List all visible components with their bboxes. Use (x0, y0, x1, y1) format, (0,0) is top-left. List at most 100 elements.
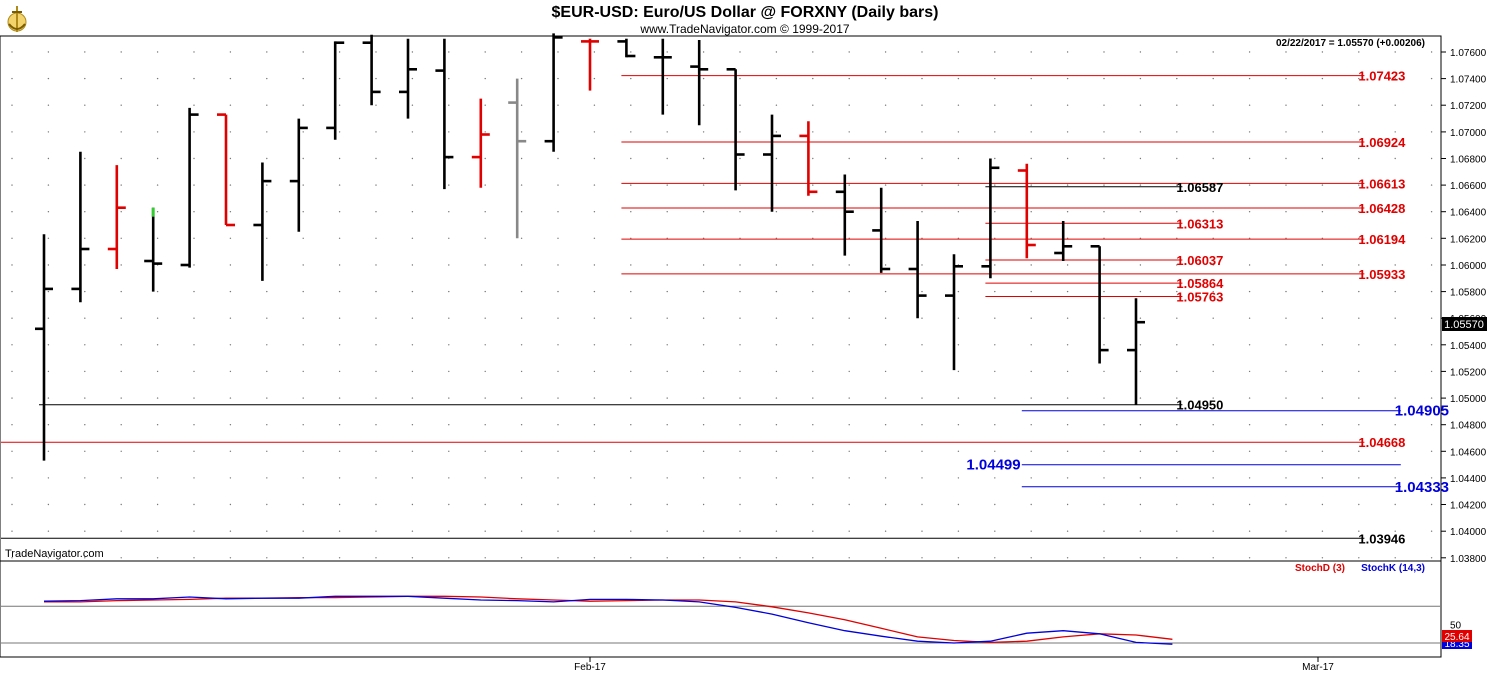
grid-dot (520, 503, 523, 506)
grid-dot (1212, 184, 1214, 186)
grid-dot (848, 290, 850, 293)
grid-dot (338, 290, 341, 293)
level-label: 1.06613 (1358, 176, 1405, 191)
grid-dot (812, 184, 814, 186)
grid-dot (1285, 51, 1287, 53)
grid-dot (1176, 450, 1178, 452)
grid-dot (812, 264, 814, 266)
grid-dot (1394, 211, 1396, 213)
grid-dot (375, 184, 377, 186)
grid-dot (156, 237, 159, 239)
grid-dot (1212, 77, 1214, 80)
grid-dot (120, 503, 122, 506)
grid-dot (775, 530, 778, 532)
grid-dot (1321, 77, 1324, 80)
grid-dot (120, 77, 122, 80)
grid-dot (702, 424, 705, 426)
grid-dot (520, 77, 523, 80)
legend-stochk: StochK (14,3) (1361, 563, 1425, 574)
grid-dot (411, 211, 414, 213)
grid-dot (957, 557, 960, 559)
grid-dot (193, 184, 195, 186)
grid-dot (1321, 211, 1324, 213)
level-label: 1.07423 (1358, 69, 1405, 84)
grid-dot (593, 397, 596, 399)
grid-dot (739, 51, 741, 53)
grid-dot (921, 397, 923, 399)
grid-dot (193, 290, 195, 293)
grid-dot (1285, 184, 1287, 186)
grid-dot (84, 51, 86, 53)
grid-dot (702, 77, 705, 80)
ohlc-bar (71, 151, 90, 303)
grid-dot (448, 370, 450, 373)
grid-dot (994, 477, 996, 479)
grid-dot (1285, 503, 1287, 506)
grid-dot (884, 104, 887, 106)
grid-dot (1030, 290, 1032, 293)
grid-dot (557, 450, 559, 452)
grid-dot (739, 450, 741, 452)
legend-stochd: StochD (3) (1295, 563, 1345, 574)
grid-dot (411, 104, 414, 106)
grid-dot (1030, 477, 1032, 479)
grid-dot (411, 157, 414, 160)
grid-dot (1248, 477, 1251, 479)
price-tick-label: 1.07200 (1450, 101, 1487, 112)
grid-dot (1430, 290, 1433, 293)
grid-dot (484, 131, 486, 133)
ohlc-bar (1127, 298, 1145, 405)
grid-dot (520, 157, 523, 160)
grid-dot (884, 77, 887, 80)
grid-dot (411, 450, 414, 452)
grid-dot (1394, 557, 1396, 559)
grid-dot (11, 77, 13, 80)
grid-dot (1103, 131, 1105, 133)
grid-dot (1103, 557, 1105, 559)
grid-dot (338, 211, 341, 213)
grid-dot (338, 317, 341, 319)
grid-dot (229, 530, 232, 532)
grid-dot (520, 290, 523, 293)
grid-dot (266, 450, 268, 452)
grid-dot (739, 477, 741, 479)
grid-dot (1430, 211, 1433, 213)
grid-dot (739, 104, 741, 106)
grid-dot (1285, 450, 1287, 452)
grid-dot (739, 370, 741, 373)
level-label: 1.04905 (1395, 403, 1449, 420)
grid-dot (1030, 317, 1032, 319)
ohlc-bar (726, 68, 745, 191)
grid-dot (1030, 450, 1032, 452)
grid-dot (120, 317, 122, 319)
grid-dot (666, 557, 668, 559)
grid-dot (1321, 503, 1324, 506)
grid-dot (666, 344, 668, 346)
price-tick-label: 1.05800 (1450, 288, 1487, 299)
grid-dot (448, 77, 450, 80)
grid-dot (1358, 450, 1360, 452)
grid-dot (1394, 450, 1396, 452)
grid-dot (47, 184, 50, 186)
grid-dot (1358, 131, 1360, 133)
grid-dot (520, 557, 523, 559)
grid-dot (1430, 424, 1433, 426)
grid-dot (448, 317, 450, 319)
grid-dot (411, 290, 414, 293)
grid-dot (302, 77, 304, 80)
grid-dot (957, 530, 960, 532)
grid-dot (557, 317, 559, 319)
grid-dot (921, 104, 923, 106)
grid-dot (47, 424, 50, 426)
grid-dot (47, 237, 50, 239)
price-tick-label: 1.05400 (1450, 341, 1487, 352)
grid-dot (520, 264, 523, 266)
grid-dot (266, 51, 268, 53)
grid-dot (338, 477, 341, 479)
grid-dot (156, 397, 159, 399)
grid-dot (848, 51, 850, 53)
grid-dot (1212, 264, 1214, 266)
grid-dot (1358, 530, 1360, 532)
grid-dot (1103, 503, 1105, 506)
grid-dot (702, 530, 705, 532)
